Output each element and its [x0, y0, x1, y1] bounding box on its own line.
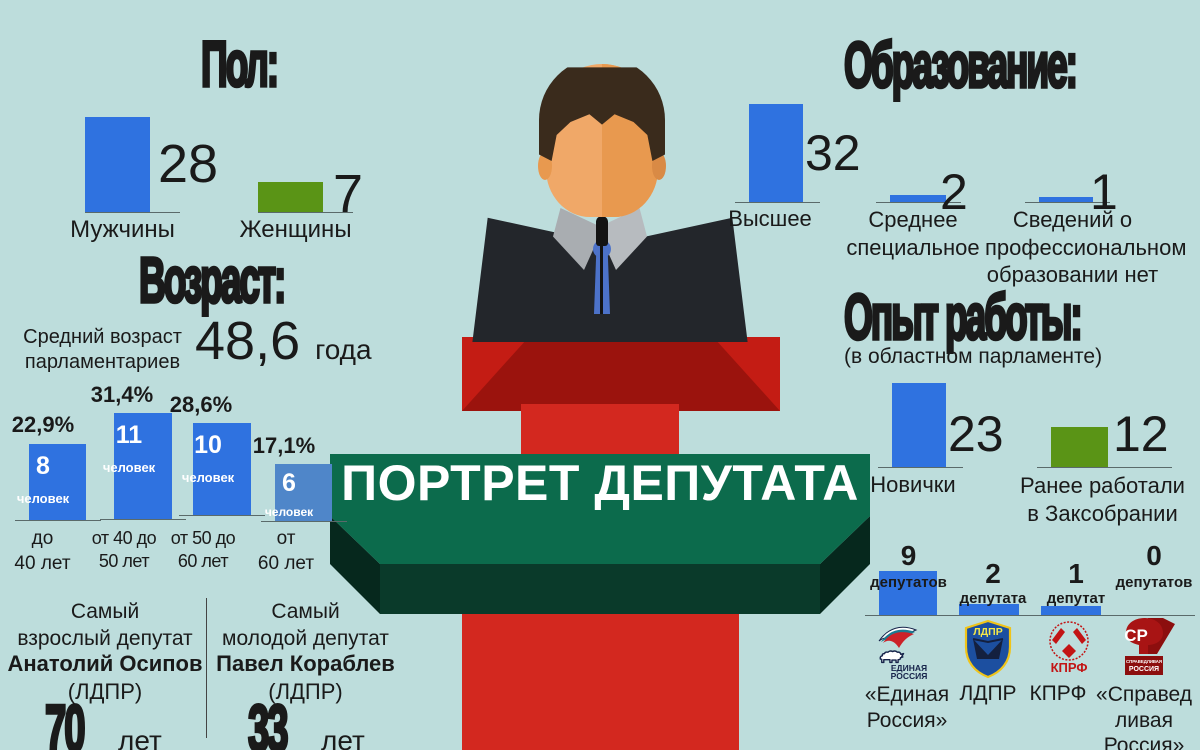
svg-text:СР: СР — [1124, 626, 1148, 645]
svg-text:РОССИЯ: РОССИЯ — [891, 671, 928, 679]
svg-text:СПРАВЕДЛИВАЯ: СПРАВЕДЛИВАЯ — [1126, 659, 1162, 664]
svg-text:ЛДПР: ЛДПР — [973, 626, 1002, 638]
svg-text:РОССИЯ: РОССИЯ — [1129, 666, 1159, 673]
svg-text:ПОРТРЕТ ДЕПУТАТА: ПОРТРЕТ ДЕПУТАТА — [341, 455, 859, 511]
svg-text:КПРФ: КПРФ — [1051, 660, 1088, 675]
